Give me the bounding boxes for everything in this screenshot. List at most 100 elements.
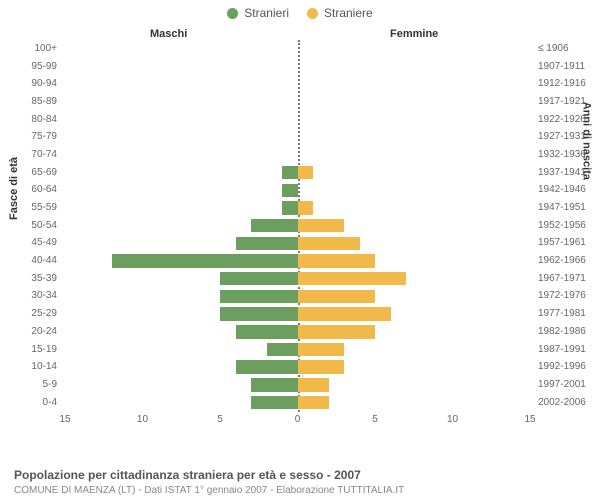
bar-male xyxy=(112,254,298,268)
age-label: 30-34 xyxy=(31,290,57,301)
bar-female xyxy=(298,396,329,410)
birth-year-label: 1992-1996 xyxy=(538,361,586,372)
age-row: 5-91997-2001 xyxy=(65,376,530,394)
age-row: 90-941912-1916 xyxy=(65,75,530,93)
section-title-female: Femmine xyxy=(390,28,438,40)
birth-year-label: 1932-1936 xyxy=(538,149,586,160)
bar-male xyxy=(220,272,297,286)
birth-year-label: 1977-1981 xyxy=(538,308,586,319)
x-tick: 0 xyxy=(295,414,301,425)
age-label: 95-99 xyxy=(31,61,57,72)
bar-female xyxy=(298,166,314,180)
birth-year-label: 1972-1976 xyxy=(538,290,586,301)
x-tick: 10 xyxy=(447,414,458,425)
bar-male xyxy=(220,290,297,304)
age-row: 25-291977-1981 xyxy=(65,305,530,323)
age-label: 20-24 xyxy=(31,326,57,337)
age-row: 60-641942-1946 xyxy=(65,182,530,200)
age-row: 10-141992-1996 xyxy=(65,358,530,376)
age-row: 35-391967-1971 xyxy=(65,270,530,288)
bar-female xyxy=(298,378,329,392)
x-tick: 10 xyxy=(137,414,148,425)
age-label: 75-79 xyxy=(31,131,57,142)
birth-year-label: 1962-1966 xyxy=(538,255,586,266)
age-label: 90-94 xyxy=(31,78,57,89)
bar-female xyxy=(298,325,375,339)
birth-year-label: 1907-1911 xyxy=(538,61,585,72)
bar-female xyxy=(298,254,375,268)
y-axis-title-left: Fasce di età xyxy=(8,157,20,220)
age-label: 10-14 xyxy=(31,361,57,372)
bar-male xyxy=(236,360,298,374)
age-row: 75-791927-1931 xyxy=(65,128,530,146)
bar-male xyxy=(251,396,298,410)
bar-female xyxy=(298,201,314,215)
age-row: 85-891917-1921 xyxy=(65,93,530,111)
birth-year-label: 1967-1971 xyxy=(538,273,586,284)
bar-male xyxy=(236,325,298,339)
x-tick: 5 xyxy=(372,414,378,425)
birth-year-label: 1922-1926 xyxy=(538,114,586,125)
chart-title: Popolazione per cittadinanza straniera p… xyxy=(14,468,361,482)
bar-female xyxy=(298,307,391,321)
age-label: 35-39 xyxy=(31,273,57,284)
birth-year-label: ≤ 1906 xyxy=(538,43,569,54)
age-row: 100+≤ 1906 xyxy=(65,40,530,58)
legend-swatch-female xyxy=(307,8,318,19)
bar-male xyxy=(267,343,298,357)
age-row: 40-441962-1966 xyxy=(65,252,530,270)
bar-female xyxy=(298,272,407,286)
birth-year-label: 1912-1916 xyxy=(538,78,586,89)
bar-male xyxy=(282,184,298,198)
birth-year-label: 1982-1986 xyxy=(538,326,586,337)
age-label: 65-69 xyxy=(31,167,57,178)
population-pyramid-chart: Stranieri Straniere Maschi Femmine Fasce… xyxy=(0,0,600,500)
age-row: 55-591947-1951 xyxy=(65,199,530,217)
age-row: 15-191987-1991 xyxy=(65,341,530,359)
age-row: 45-491957-1961 xyxy=(65,235,530,253)
age-row: 0-42002-2006 xyxy=(65,394,530,412)
age-label: 25-29 xyxy=(31,308,57,319)
bar-female xyxy=(298,360,345,374)
x-tick: 15 xyxy=(524,414,535,425)
age-label: 0-4 xyxy=(43,397,57,408)
legend-label-male: Stranieri xyxy=(244,6,289,20)
x-axis: 15105051015 xyxy=(65,412,530,432)
age-label: 15-19 xyxy=(31,344,57,355)
age-row: 80-841922-1926 xyxy=(65,111,530,129)
age-label: 100+ xyxy=(34,43,57,54)
legend-label-female: Straniere xyxy=(324,6,373,20)
age-label: 80-84 xyxy=(31,114,57,125)
birth-year-label: 1942-1946 xyxy=(538,184,586,195)
birth-year-label: 1957-1961 xyxy=(538,237,586,248)
legend-swatch-male xyxy=(227,8,238,19)
age-row: 95-991907-1911 xyxy=(65,58,530,76)
age-label: 5-9 xyxy=(43,379,57,390)
x-tick: 15 xyxy=(59,414,70,425)
bar-male xyxy=(251,378,298,392)
legend-item-female: Straniere xyxy=(307,6,373,20)
birth-year-label: 2002-2006 xyxy=(538,397,586,408)
birth-year-label: 1997-2001 xyxy=(538,379,586,390)
section-title-male: Maschi xyxy=(150,28,187,40)
bar-female xyxy=(298,237,360,251)
bar-male xyxy=(282,166,298,180)
birth-year-label: 1947-1951 xyxy=(538,202,586,213)
birth-year-label: 1927-1931 xyxy=(538,131,586,142)
age-label: 70-74 xyxy=(31,149,57,160)
age-row: 20-241982-1986 xyxy=(65,323,530,341)
birth-year-label: 1987-1991 xyxy=(538,344,586,355)
age-label: 60-64 xyxy=(31,184,57,195)
age-row: 70-741932-1936 xyxy=(65,146,530,164)
bar-male xyxy=(236,237,298,251)
bar-male xyxy=(282,201,298,215)
plot-area: 100+≤ 190695-991907-191190-941912-191685… xyxy=(65,40,530,430)
age-row: 30-341972-1976 xyxy=(65,288,530,306)
bar-male xyxy=(251,219,298,233)
legend: Stranieri Straniere xyxy=(0,0,600,20)
age-label: 55-59 xyxy=(31,202,57,213)
bar-female xyxy=(298,343,345,357)
bar-rows: 100+≤ 190695-991907-191190-941912-191685… xyxy=(65,40,530,412)
age-label: 50-54 xyxy=(31,220,57,231)
birth-year-label: 1937-1941 xyxy=(538,167,586,178)
